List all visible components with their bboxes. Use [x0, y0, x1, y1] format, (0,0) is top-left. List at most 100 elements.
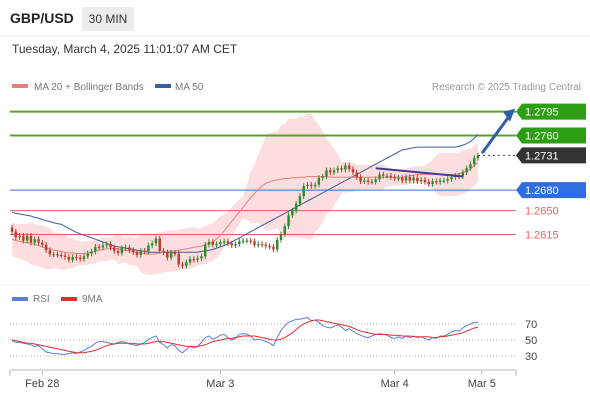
- candle-body: [219, 241, 222, 245]
- candle-body: [44, 244, 48, 251]
- rsi-tick-label: 50: [525, 335, 537, 347]
- instrument-title: GBP/USD: [10, 10, 74, 26]
- candle-body: [287, 215, 290, 227]
- candle-body: [143, 250, 146, 253]
- candle-body: [313, 184, 317, 187]
- level-label: 1.2760: [525, 131, 559, 143]
- candle-body: [283, 226, 287, 235]
- candle-body: [427, 181, 430, 184]
- candle-body: [78, 257, 82, 260]
- candle-body: [71, 256, 74, 260]
- candle-body: [158, 238, 161, 251]
- level-tag-resistance: [516, 127, 586, 144]
- candle-body: [56, 254, 59, 256]
- rsi-tick-label: 30: [525, 351, 537, 363]
- candle-body: [124, 247, 127, 249]
- candle-body: [109, 244, 112, 248]
- candle-body: [154, 238, 158, 244]
- candle-body: [82, 256, 86, 260]
- candle-body: [139, 250, 143, 255]
- candle-body: [200, 256, 203, 259]
- candle-body: [298, 196, 302, 204]
- ma50-legend-label: MA 50: [175, 82, 204, 93]
- candle-body: [86, 253, 89, 257]
- candle-body: [177, 253, 180, 265]
- candle-body: [404, 177, 408, 181]
- candle-body: [317, 177, 321, 185]
- candle-body: [389, 175, 393, 178]
- candle-body: [181, 264, 184, 266]
- candle-body: [128, 247, 131, 251]
- candle-body: [268, 246, 271, 248]
- bollinger-band: [12, 113, 478, 275]
- candle-body: [446, 179, 449, 181]
- level-label: 1.2680: [525, 185, 559, 197]
- candle-body: [249, 240, 252, 242]
- candle-body: [173, 252, 177, 255]
- candle-body: [245, 240, 249, 242]
- candle-body: [329, 170, 332, 173]
- candle-body: [408, 177, 412, 181]
- candle-body: [279, 234, 283, 240]
- time-axis: Feb 28 Mar 3 Mar 4 Mar 5: [25, 370, 496, 390]
- candle-body: [14, 231, 18, 238]
- candle-body: [234, 244, 237, 246]
- timeframe-badge-bg[interactable]: [82, 7, 134, 31]
- candle-body: [450, 177, 453, 180]
- time-tick-label: Feb 28: [25, 378, 59, 390]
- level-label: 1.2650: [525, 206, 559, 218]
- time-tick-label: Mar 3: [206, 378, 234, 390]
- candle-body: [275, 239, 279, 250]
- candle-body: [230, 243, 233, 246]
- candle-body: [257, 244, 260, 246]
- candle-body: [416, 177, 419, 182]
- rsi-ma-line: [11, 319, 479, 354]
- candle-body: [336, 168, 340, 171]
- candle-body: [260, 244, 264, 246]
- candle-body: [310, 184, 313, 187]
- candle-body: [166, 252, 169, 258]
- rsi-panel: 70 50 30: [10, 317, 537, 363]
- candle-body: [29, 235, 33, 243]
- level-tag-pivot: [516, 182, 586, 199]
- ma20-line: [11, 161, 479, 255]
- candle-body: [412, 177, 415, 181]
- candle-body: [374, 179, 377, 182]
- candle-body: [185, 262, 188, 266]
- candle-body: [222, 241, 226, 243]
- level-label: 1.2731: [525, 150, 559, 162]
- candle-body: [75, 256, 78, 259]
- candle-body: [469, 164, 472, 169]
- candle-body: [382, 174, 385, 176]
- candle-body: [419, 179, 423, 182]
- timeframe-badge[interactable]: 30 MIN: [89, 12, 128, 26]
- level-tag-current: [516, 147, 586, 164]
- candle-body: [291, 210, 294, 216]
- candle-body: [10, 227, 14, 232]
- time-tick-label: Mar 4: [381, 378, 409, 390]
- candle-body: [94, 246, 97, 252]
- ma20-legend-swatch: [12, 84, 28, 88]
- candle-body: [378, 174, 381, 180]
- candle-body: [393, 177, 396, 179]
- trend-line: [375, 167, 463, 178]
- candle-body: [472, 158, 476, 165]
- time-tick-label: Mar 5: [468, 378, 496, 390]
- candle-body: [253, 241, 256, 245]
- rsi-line: [11, 317, 478, 355]
- candle-body: [332, 170, 336, 173]
- candle-body: [97, 246, 101, 248]
- candle-body: [52, 254, 55, 256]
- price-panel: 1.2795 1.2760 1.2731 1.2680 1.2650 1.2615: [10, 103, 586, 275]
- candle-body: [67, 256, 71, 260]
- candle-body: [150, 243, 154, 246]
- research-credit: Research © 2025 Trading Central: [432, 82, 581, 93]
- candle-body: [264, 244, 268, 247]
- candle-body: [41, 242, 44, 245]
- candle-body: [18, 235, 21, 238]
- ma50-line: [11, 134, 479, 253]
- candle-body: [63, 255, 67, 257]
- candle-body: [325, 170, 328, 177]
- candle-body: [120, 248, 124, 253]
